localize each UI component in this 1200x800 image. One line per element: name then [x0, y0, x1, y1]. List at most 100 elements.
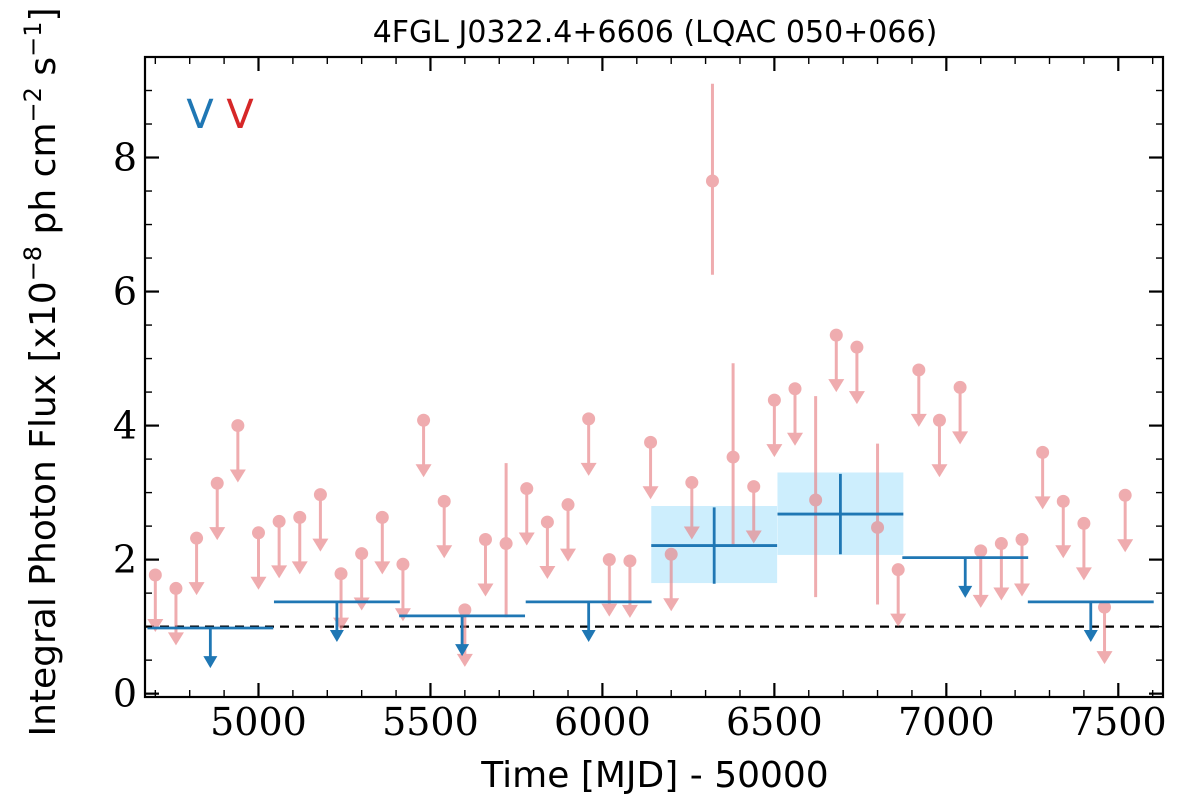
- red-upper-limit-arrowhead: [663, 598, 680, 612]
- red-upper-limit-arrowhead: [952, 431, 969, 445]
- red-data-point-45: [1075, 516, 1092, 581]
- red-data-point-0: [147, 568, 164, 632]
- red-data-point-35: [871, 443, 885, 605]
- red-marker: [355, 547, 369, 561]
- legend-label-red: V: [226, 92, 254, 138]
- red-data-point-4: [229, 419, 246, 483]
- red-upper-limit-arrowhead: [972, 594, 989, 608]
- red-upper-limit-arrowhead: [1013, 583, 1030, 597]
- x-tick-label: 7500: [1070, 700, 1167, 744]
- red-marker: [375, 510, 389, 524]
- red-data-point-39: [952, 380, 969, 445]
- red-upper-limit-arrowhead: [353, 597, 370, 611]
- red-data-point-21: [580, 412, 597, 476]
- red-marker: [1036, 445, 1050, 459]
- red-upper-limit-arrowhead: [931, 464, 948, 478]
- red-data-point-25: [663, 547, 680, 612]
- x-axis-label: Time [MJD] - 50000: [480, 755, 828, 796]
- red-data-point-32: [809, 396, 823, 598]
- red-marker: [726, 450, 740, 464]
- red-data-point-23: [621, 554, 638, 618]
- red-upper-limit-arrowhead: [291, 561, 308, 575]
- red-upper-limit-arrowhead: [993, 587, 1010, 601]
- red-data-point-2: [188, 531, 205, 596]
- red-data-point-33: [828, 328, 845, 393]
- red-marker: [210, 476, 224, 490]
- red-marker: [582, 412, 596, 426]
- red-upper-limit-arrowhead: [188, 582, 205, 596]
- red-marker: [417, 413, 431, 427]
- red-upper-limit-arrowhead: [621, 604, 638, 618]
- red-data-point-9: [333, 567, 350, 631]
- red-marker: [1098, 600, 1112, 614]
- y-axis-label-mid: ph cm: [23, 122, 64, 245]
- red-marker: [953, 380, 967, 394]
- red-marker: [293, 510, 307, 524]
- red-marker: [458, 603, 472, 617]
- red-marker: [499, 537, 513, 551]
- red-upper-limit-arrowhead: [601, 603, 618, 617]
- red-upper-limit-arrowhead: [848, 391, 865, 405]
- red-upper-limit-arrowhead: [147, 618, 164, 632]
- red-marker: [891, 563, 905, 577]
- red-data-point-37: [910, 363, 927, 427]
- blue-data-point-5: [777, 473, 904, 555]
- red-marker: [932, 413, 946, 427]
- red-data-point-16: [477, 533, 494, 597]
- red-upper-limit-arrowhead: [250, 576, 267, 590]
- red-data-point-1: [167, 581, 184, 646]
- red-marker: [272, 514, 286, 528]
- red-data-point-24: [642, 435, 659, 500]
- red-marker: [644, 435, 658, 449]
- red-marker: [540, 515, 554, 529]
- y-tick-label: 8: [113, 136, 137, 180]
- red-marker: [437, 494, 451, 508]
- red-upper-limit-arrowhead: [560, 548, 577, 562]
- red-data-point-20: [560, 498, 577, 562]
- red-data-point-29: [745, 480, 762, 544]
- red-marker: [251, 526, 265, 540]
- red-data-point-7: [291, 510, 308, 575]
- red-marker: [850, 340, 864, 354]
- blue-upper-limit-arrowhead: [1083, 630, 1098, 643]
- y-tick-label: 0: [113, 672, 137, 716]
- blue-upper-limit-arrowhead: [203, 656, 218, 669]
- red-marker: [169, 581, 183, 595]
- red-marker: [747, 480, 761, 494]
- red-data-point-42: [1013, 533, 1030, 597]
- red-marker: [231, 419, 245, 433]
- x-tick-label: 5000: [210, 700, 307, 744]
- red-upper-limit-arrowhead: [1055, 545, 1072, 559]
- y-tick-label: 6: [113, 270, 137, 314]
- red-marker: [520, 482, 534, 496]
- red-data-point-36: [890, 563, 907, 627]
- red-data-point-18: [518, 482, 535, 546]
- red-upper-limit-arrowhead: [456, 653, 473, 667]
- red-upper-limit-arrowhead: [642, 486, 659, 500]
- red-data-point-15: [456, 603, 473, 667]
- red-data-point-5: [250, 526, 267, 590]
- plot-area: 5000 5500 6000 6500 7000 7500 0 2 4 6 8: [113, 55, 1167, 744]
- red-upper-limit-arrowhead: [436, 545, 453, 559]
- red-upper-limit-arrowhead: [828, 379, 845, 393]
- red-data-point-30: [766, 393, 783, 458]
- red-marker: [974, 544, 988, 558]
- y-axis-label-mid2: s: [23, 57, 64, 87]
- red-upper-limit-arrowhead: [890, 613, 907, 627]
- y-axis-label-exp3: −1: [19, 22, 47, 57]
- red-data-point-13: [415, 413, 432, 478]
- red-marker: [912, 363, 926, 377]
- red-upper-limit-arrowhead: [1075, 567, 1092, 581]
- red-data-point-6: [271, 514, 288, 579]
- red-marker: [623, 554, 637, 568]
- red-marker: [685, 476, 699, 490]
- red-marker: [602, 553, 616, 567]
- y-axis-label-exp1: −8: [19, 246, 47, 281]
- red-upper-limit-arrowhead: [415, 464, 432, 478]
- blue-data-point-1: [273, 600, 400, 643]
- legend-label-blue: V: [186, 92, 214, 138]
- red-marker: [313, 488, 327, 502]
- red-data-point-22: [601, 553, 618, 617]
- blue-upper-limit-arrowhead: [958, 585, 973, 598]
